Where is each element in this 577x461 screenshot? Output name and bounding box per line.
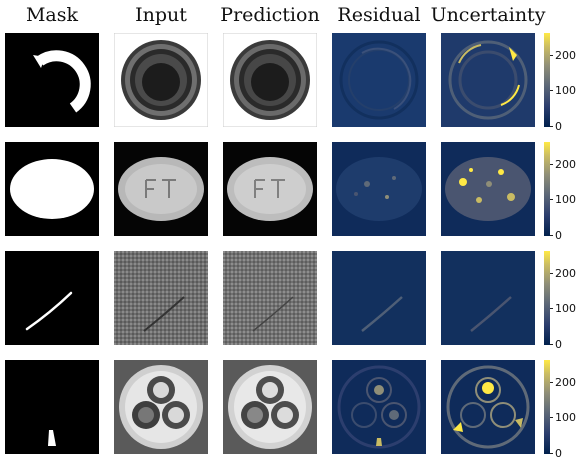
colorbar-tick-label: 100 [555,302,576,315]
prediction-panel-row-2 [223,142,317,236]
residual-panel-row-1 [332,33,426,127]
colorbar-tick-label: 100 [555,193,576,206]
uncertainty-panel-row-1 [441,33,535,127]
colorbar-tick-label: 0 [555,338,562,351]
mask-panel-row-4 [5,360,99,454]
column-header-residual: Residual [337,4,421,26]
residual-panel-row-3 [332,251,426,345]
colorbar-tick-label: 0 [555,447,562,460]
uncertainty-panel-row-4 [441,360,535,454]
input-panel-row-2 [114,142,208,236]
column-header-input: Input [135,4,187,26]
uncertainty-panel-row-3 [441,251,535,345]
colorbar-tick-label: 0 [555,229,562,242]
colorbar-tick-label: 200 [555,158,576,171]
colorbar-tick-label: 200 [555,267,576,280]
prediction-panel-row-1 [223,33,317,127]
colorbar-tick-label: 100 [555,411,576,424]
input-panel-row-1 [114,33,208,127]
prediction-panel-row-3 [223,251,317,345]
uncertainty-panel-row-2 [441,142,535,236]
input-panel-row-3 [114,251,208,345]
mask-panel-row-3 [5,251,99,345]
colorbar-tick-label: 100 [555,84,576,97]
prediction-panel-row-4 [223,360,317,454]
colorbar-tick-label: 0 [555,120,562,133]
colorbar-tick-label: 200 [555,376,576,389]
column-header-prediction: Prediction [220,4,320,26]
colorbar-tick-label: 200 [555,49,576,62]
mask-panel-row-1 [5,33,99,127]
column-header-mask: Mask [25,4,79,26]
input-panel-row-4 [114,360,208,454]
mask-panel-row-2 [5,142,99,236]
column-header-uncertainty: Uncertainty [430,4,546,26]
residual-panel-row-2 [332,142,426,236]
residual-panel-row-4 [332,360,426,454]
